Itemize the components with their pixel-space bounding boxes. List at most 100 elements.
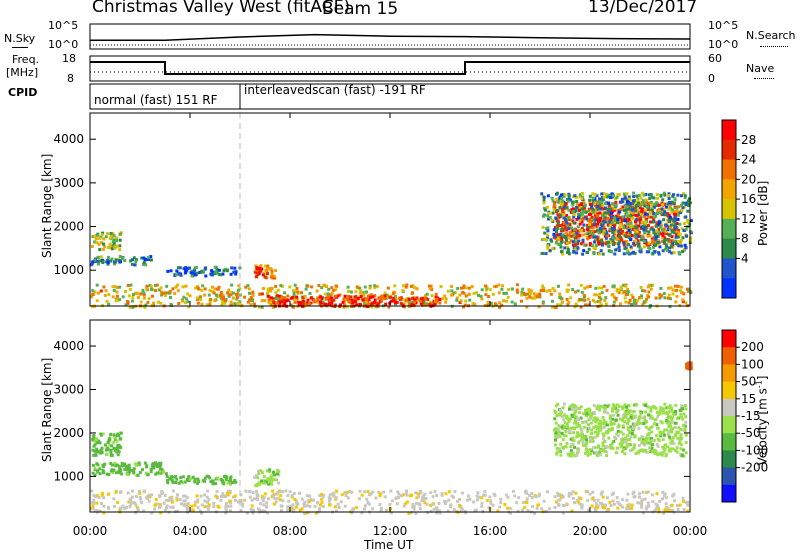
cell-v-5-529: [681, 407, 685, 410]
cell-p-4-1: [234, 272, 238, 276]
cell-p-7-448: [671, 208, 675, 212]
cell-p-7-501: [667, 192, 671, 196]
cell-v-0-245: [249, 507, 253, 511]
cell-v-5-58: [583, 420, 587, 424]
cell-v-5-312: [663, 402, 667, 406]
cell-p-1-78: [271, 297, 275, 301]
cell-v-0-381: [294, 505, 298, 509]
cell-p-4-39: [201, 269, 205, 273]
cell-v-0-669: [200, 503, 204, 507]
cell-p-1-35: [354, 297, 358, 301]
cell-p-3-49: [133, 263, 137, 267]
cell-v-5-691: [560, 425, 564, 429]
cell-v-0-82: [215, 490, 219, 493]
cell-v-2-19: [109, 462, 113, 465]
cell-p-6-327: [674, 233, 678, 236]
cell-v-5-409: [565, 422, 569, 426]
cell-p-1-153: [421, 299, 425, 303]
cell-v-2-34: [123, 467, 127, 471]
cell-v-0-176: [142, 509, 145, 513]
cell-p-6-579: [650, 241, 654, 245]
cell-v-0-159: [288, 504, 292, 508]
cell-v-0-374: [276, 496, 280, 500]
cell-p-0-464: [221, 299, 225, 302]
cell-v-2-58: [91, 463, 95, 467]
cell-v-0-127: [251, 511, 255, 515]
cell-v-0-392: [247, 490, 251, 494]
cell-p-0-503: [439, 285, 443, 288]
cell-p-6-462: [639, 217, 643, 221]
cell-v-0-539: [468, 497, 472, 501]
cell-v-5-11: [672, 442, 676, 446]
cell-p-7-341: [592, 235, 596, 239]
cell-v-0-457: [305, 504, 309, 508]
cell-v-0-362: [553, 505, 557, 509]
cell-p-0-147: [111, 295, 115, 299]
cell-p-0-450: [132, 293, 135, 296]
cell-p-7-576: [601, 252, 605, 256]
cell-p-1-178: [392, 299, 396, 303]
cell-v-5-483: [621, 418, 625, 422]
cell-p-7-378: [569, 198, 572, 202]
cell-p-1-118: [419, 297, 423, 301]
cell-p-6-230: [617, 232, 621, 235]
cell-p-6-300: [653, 240, 657, 244]
cell-v-5-579: [634, 402, 638, 406]
cell-p-0-373: [200, 288, 204, 292]
cell-v-5-289: [630, 448, 634, 452]
cell-v-0-266: [367, 502, 371, 506]
cell-p-7-493: [600, 224, 604, 228]
cell-v-5-628: [648, 426, 652, 430]
cell-p-0-397: [525, 292, 529, 296]
cell-p-7-563: [561, 199, 565, 203]
cell-p-1-75: [384, 302, 388, 306]
cell-p-7-593: [546, 246, 550, 250]
cell-p-7-524: [658, 221, 661, 225]
cell-v-0-478: [516, 509, 520, 513]
cell-v-5-287: [598, 419, 602, 423]
cell-v-2-85: [157, 461, 161, 465]
cell-p-2-2: [101, 231, 105, 235]
cell-p-7-403: [680, 238, 683, 242]
cell-v-2-18: [93, 468, 97, 472]
cell-p-0-689: [553, 305, 557, 309]
cell-p-7-89: [586, 251, 589, 254]
cell-p-7-515: [604, 213, 608, 217]
cell-p-3-27: [113, 262, 116, 266]
cell-v-0-427: [95, 509, 99, 513]
cell-p-1-175: [271, 299, 275, 303]
cell-p-7-412: [643, 208, 647, 212]
cell-v-5-254: [598, 450, 602, 454]
cell-v-5-597: [587, 412, 591, 416]
cell-v-0-676: [360, 493, 364, 497]
cell-p-7-541: [660, 207, 664, 211]
cell-v-0-560: [290, 494, 294, 498]
cell-p-7-545: [627, 207, 631, 211]
cell-v-0-655: [579, 497, 583, 500]
cell-v-0-423: [185, 496, 189, 500]
cell-p-0-51: [323, 292, 327, 296]
cell-p-7-683: [597, 201, 601, 205]
cell-v-5-539: [662, 446, 666, 450]
cell-v-0-175: [291, 503, 295, 507]
nsky-line: [12, 47, 28, 48]
cell-p-1-67: [302, 296, 306, 300]
cell-v-0-552: [272, 494, 275, 498]
cell-p-7-392: [619, 200, 623, 204]
cell-p-7-610: [597, 231, 601, 235]
cell-p-0-588: [673, 284, 677, 288]
cell-v-5-695: [642, 439, 646, 443]
cell-p-6-573: [579, 202, 583, 206]
cell-p-6-556: [659, 232, 663, 236]
cell-v-0-671: [417, 495, 421, 498]
cell-p-0-667: [533, 296, 537, 300]
cell-v-3-41: [226, 481, 230, 485]
cell-p-0-633: [169, 296, 172, 299]
cell-v-5-248: [569, 445, 573, 449]
cell-p-1-193: [308, 302, 311, 306]
cell-v-5-554: [585, 441, 589, 445]
cell-p-6-298: [587, 207, 591, 211]
cell-v-2-70: [149, 470, 153, 474]
cell-p-7-277: [572, 234, 576, 238]
cell-p-0-442: [270, 286, 274, 290]
